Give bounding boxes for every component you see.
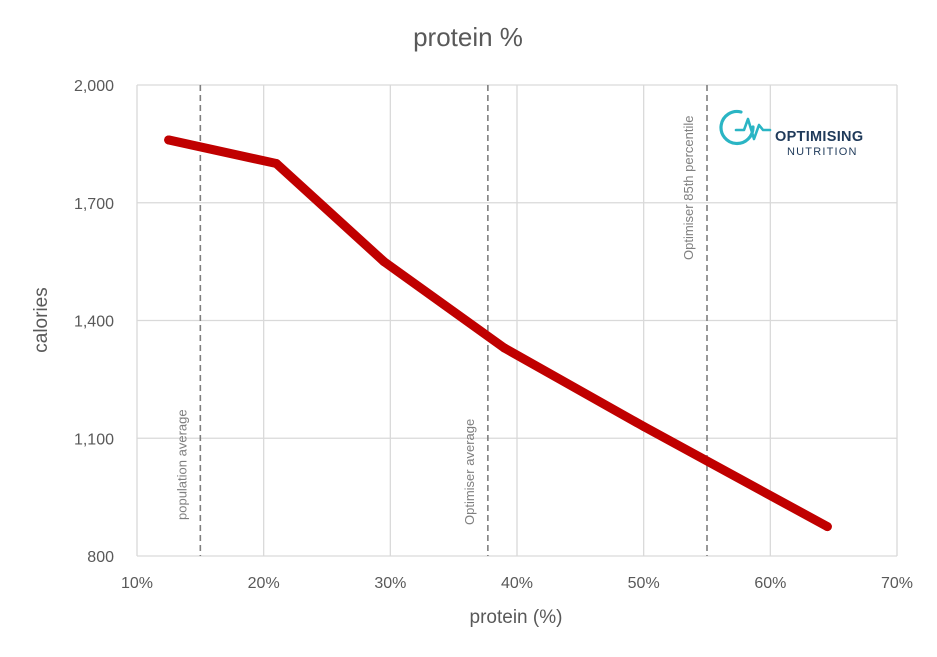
data-point	[164, 135, 174, 145]
chart-title: protein %	[413, 22, 523, 52]
y-tick-label: 1,400	[74, 314, 114, 331]
x-tick-label: 50%	[628, 575, 660, 592]
series-layer	[164, 135, 832, 532]
grid	[136, 84, 898, 557]
y-tick-label: 2,000	[74, 78, 114, 95]
reference-lines: population average Optimiser average Optim…	[174, 85, 708, 556]
x-tick-label: 40%	[501, 575, 533, 592]
x-tick-label: 70%	[881, 575, 913, 592]
y-axis-title: calories	[31, 287, 52, 352]
logo-line-1: OPTIMISING	[775, 129, 863, 145]
optimising-nutrition-logo: OPTIMISING NUTRITION	[719, 109, 863, 158]
y-tick-label: 1,700	[74, 196, 114, 213]
x-tick-label: 30%	[374, 575, 406, 592]
data-point	[639, 421, 649, 431]
x-tick-label: 20%	[248, 575, 280, 592]
data-point	[499, 343, 509, 353]
y-axis-ticks: 800 1,100 1,400 1,700 2,000	[74, 78, 114, 566]
pulse-icon	[719, 109, 772, 146]
reference-line-label: population average	[174, 409, 189, 520]
data-point	[379, 257, 389, 267]
x-tick-label: 60%	[754, 575, 786, 592]
reference-line-label: Optimiser 85th percentile	[681, 115, 696, 260]
x-axis-ticks: 10% 20% 30% 40% 50% 60% 70%	[121, 575, 913, 592]
reference-line-label: Optimiser average	[462, 419, 477, 525]
y-tick-label: 800	[87, 549, 114, 566]
x-tick-label: 10%	[121, 575, 153, 592]
x-axis-title: protein (%)	[470, 607, 563, 628]
logo-line-2: NUTRITION	[787, 146, 858, 158]
y-tick-label: 1,100	[74, 431, 114, 448]
data-point	[822, 522, 832, 532]
series-line	[164, 135, 832, 532]
data-point	[271, 159, 281, 168]
